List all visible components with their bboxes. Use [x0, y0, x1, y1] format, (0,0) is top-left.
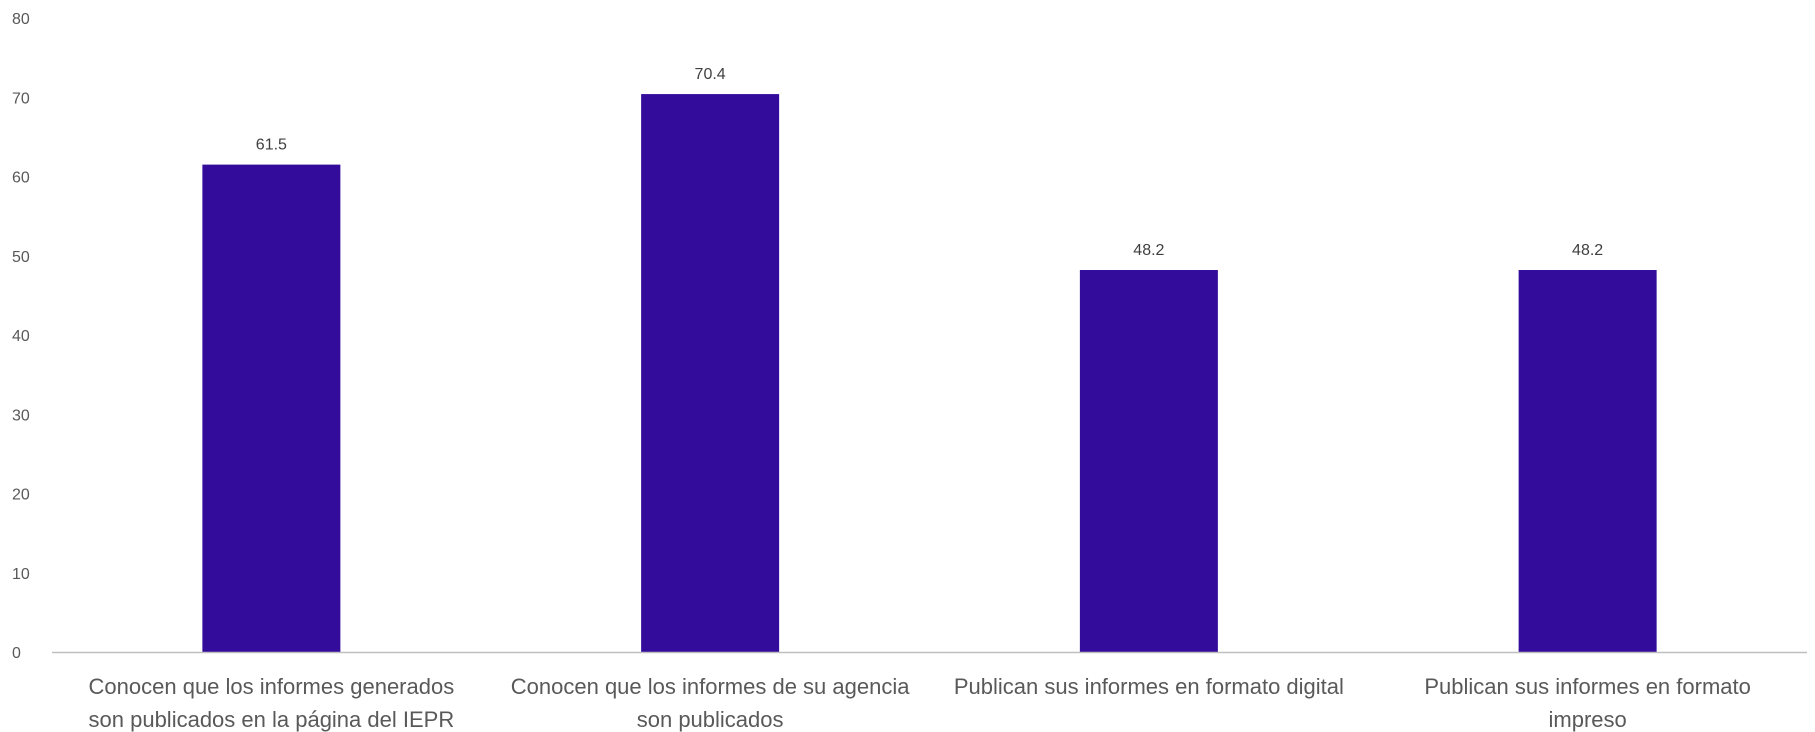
y-tick-label: 50: [12, 249, 30, 266]
bar: [202, 164, 341, 653]
bar: [1079, 270, 1218, 652]
data-label: 48.2: [1572, 242, 1603, 259]
data-labels: 61.5 70.4 48.2 48.2: [256, 66, 1603, 259]
x-axis-category-labels: Conocen que los informes generados son pu…: [89, 674, 1751, 732]
y-tick-label: 60: [12, 170, 30, 187]
bar: [641, 94, 780, 652]
y-tick-label: 70: [12, 90, 30, 107]
x-tick-label-line: son publicados: [637, 707, 784, 732]
data-label: 61.5: [256, 137, 287, 154]
x-tick-label-line: Publican sus informes en formato: [1424, 674, 1751, 699]
y-axis-tick-labels: 0 10 20 30 40 50 60 70 80: [12, 11, 30, 662]
bar-series: [202, 94, 1657, 653]
x-tick-label-line: impreso: [1549, 707, 1627, 732]
x-tick-label-line: Publican sus informes en formato digital: [954, 674, 1344, 699]
x-tick-label: Publican sus informes en formato digital: [954, 674, 1344, 699]
data-label: 70.4: [695, 66, 726, 83]
y-tick-label: 30: [12, 407, 30, 424]
y-tick-label: 80: [12, 11, 30, 28]
x-tick-label-line: Conocen que los informes de su agencia: [511, 674, 910, 699]
y-tick-label: 10: [12, 566, 30, 583]
x-tick-label: Conocen que los informes de su agencia so…: [511, 674, 910, 732]
x-tick-label-line: son publicados en la página del IEPR: [89, 707, 455, 732]
x-tick-label-line: Conocen que los informes generados: [89, 674, 455, 699]
bar: [1518, 270, 1657, 652]
x-tick-label: Conocen que los informes generados son pu…: [89, 674, 455, 732]
y-tick-label: 20: [12, 487, 30, 504]
x-tick-label: Publican sus informes en formato impreso: [1424, 674, 1751, 732]
data-label: 48.2: [1133, 242, 1164, 259]
y-tick-label: 40: [12, 328, 30, 345]
y-tick-label: 0: [12, 645, 21, 662]
